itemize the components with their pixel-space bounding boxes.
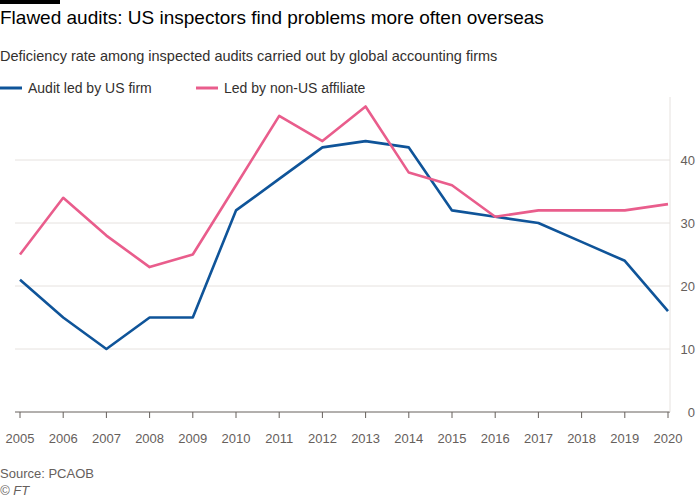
legend: Audit led by US firm Led by non-US affili…: [0, 80, 366, 96]
x-tick-label: 2018: [567, 431, 596, 446]
legend-label: Audit led by US firm: [28, 80, 152, 96]
series-group: [20, 106, 668, 349]
x-tick-label: 2016: [481, 431, 510, 446]
x-tick-label: 2013: [351, 431, 380, 446]
grid-line: [15, 223, 670, 224]
x-tick: [20, 412, 21, 418]
x-tick: [581, 412, 582, 418]
grid-line: [15, 286, 670, 287]
x-tick: [322, 412, 323, 418]
x-tick: [106, 412, 107, 418]
x-tick: [624, 412, 625, 418]
y-tick-label: 10: [681, 342, 695, 357]
x-tick: [408, 412, 409, 418]
source: Source: PCAOB: [0, 466, 94, 481]
x-tick: [452, 412, 453, 418]
credit: © FT: [0, 483, 30, 498]
y-tick-label: 0: [688, 405, 695, 420]
x-tick: [495, 412, 496, 418]
x-tick: [236, 412, 237, 418]
baseline: [15, 412, 670, 413]
x-tick: [538, 412, 539, 418]
x-tick: [63, 412, 64, 418]
grid-line: [15, 160, 670, 161]
x-tick-label: 2006: [49, 431, 78, 446]
x-tick-label: 2015: [438, 431, 467, 446]
top-bar: [0, 0, 60, 4]
x-tick-label: 2007: [92, 431, 121, 446]
legend-swatch: [0, 87, 22, 90]
y-axis-line: [670, 97, 671, 412]
chart: Flawed audits: US inspectors find proble…: [0, 0, 700, 500]
x-tick-label: 2008: [135, 431, 164, 446]
x-tick: [279, 412, 280, 418]
y-tick-label: 30: [681, 216, 695, 231]
grid-line: [15, 349, 670, 350]
subtitle: Deficiency rate among inspected audits c…: [0, 48, 497, 64]
grid: [15, 160, 670, 412]
x-tick: [365, 412, 366, 418]
x-tick-label: 2009: [178, 431, 207, 446]
x-tick-label: 2010: [222, 431, 251, 446]
x-tick-label: 2012: [308, 431, 337, 446]
x-tick-label: 2005: [6, 431, 35, 446]
x-tick-label: 2011: [265, 431, 293, 446]
x-tick: [192, 412, 193, 418]
x-tick-label: 2019: [610, 431, 639, 446]
title: Flawed audits: US inspectors find proble…: [0, 7, 544, 28]
x-tick: [668, 412, 669, 418]
legend-label: Led by non-US affiliate: [224, 80, 366, 96]
y-tick-label: 40: [681, 153, 695, 168]
series-line: [20, 106, 668, 267]
x-tick-label: 2017: [524, 431, 553, 446]
x-tick-label: 2014: [394, 431, 423, 446]
legend-swatch: [196, 87, 218, 90]
x-tick: [149, 412, 150, 418]
x-tick-label: 2020: [654, 431, 683, 446]
y-tick-label: 20: [681, 279, 695, 294]
